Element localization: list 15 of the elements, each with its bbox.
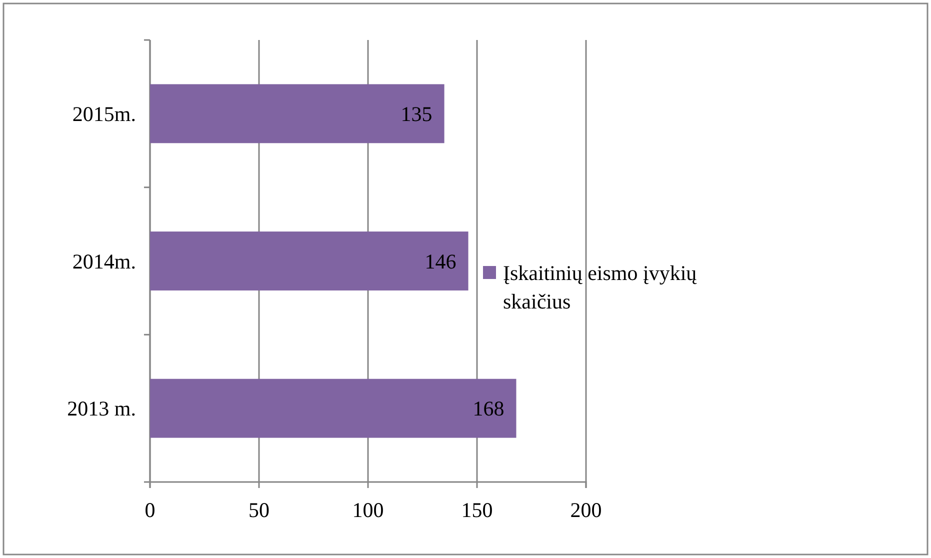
bar xyxy=(150,84,444,144)
y-tick-label: 2015m. xyxy=(72,102,136,126)
y-tick-label: 2014m. xyxy=(72,249,136,274)
x-tick-label: 0 xyxy=(144,498,156,522)
x-tick-label: 100 xyxy=(352,498,384,522)
data-label: 146 xyxy=(424,249,456,274)
bar xyxy=(150,378,516,438)
x-tick-label: 150 xyxy=(461,498,493,522)
x-tick-label: 200 xyxy=(570,498,602,522)
data-label: 135 xyxy=(400,102,432,126)
legend-label: Įskaitinių eismo įvykių skaičius xyxy=(503,261,698,314)
data-label: 168 xyxy=(472,396,504,421)
y-tick-label: 2013 m. xyxy=(67,396,136,421)
x-tick-label: 50 xyxy=(248,498,270,522)
bar xyxy=(150,232,468,290)
